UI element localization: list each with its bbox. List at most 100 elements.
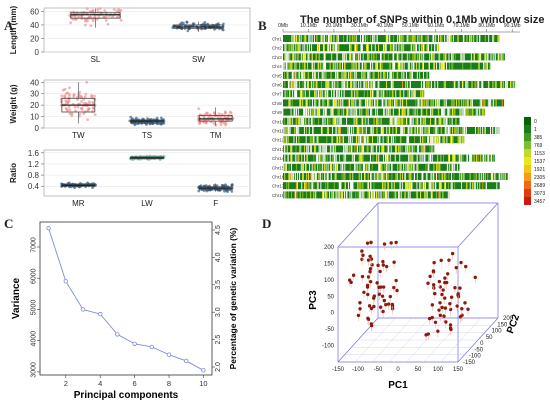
snp-window xyxy=(327,99,329,107)
snp-window xyxy=(399,173,401,180)
snp-window xyxy=(370,90,371,98)
snp-window xyxy=(358,154,360,162)
snp-window xyxy=(320,62,322,70)
pca-point xyxy=(433,320,438,324)
snp-window xyxy=(304,117,306,125)
snp-window xyxy=(358,136,360,144)
snp-window xyxy=(287,62,289,70)
snp-window xyxy=(305,35,307,42)
y-tick-label: 0.8 xyxy=(28,171,40,180)
snp-window xyxy=(315,90,317,98)
category-label: LW xyxy=(141,199,153,208)
snp-window xyxy=(491,173,493,180)
legend-label: 1921 xyxy=(534,167,545,173)
snp-window xyxy=(377,99,379,107)
snp-window xyxy=(462,35,464,42)
snp-window xyxy=(402,81,403,88)
snp-window xyxy=(367,108,369,116)
legend-label: 385 xyxy=(534,135,543,141)
snp-window xyxy=(283,117,285,125)
snp-window xyxy=(428,182,430,190)
pca-point xyxy=(380,294,385,298)
snp-window xyxy=(451,53,453,61)
y2-tick-label: 4.0 xyxy=(215,252,222,262)
snp-window xyxy=(415,191,417,199)
pca-point xyxy=(455,304,459,308)
snp-window xyxy=(341,191,343,199)
snp-window xyxy=(295,90,297,98)
chromosome-bar xyxy=(283,191,450,199)
snp-window xyxy=(315,173,317,180)
pca-point xyxy=(366,258,371,262)
snp-window xyxy=(485,154,487,162)
snp-window xyxy=(353,53,355,61)
snp-window xyxy=(306,108,308,116)
snp-window xyxy=(478,62,480,70)
snp-window xyxy=(493,173,495,180)
snp-window xyxy=(288,173,290,180)
snp-window xyxy=(389,127,391,134)
snp-window xyxy=(468,108,470,116)
snp-window xyxy=(464,127,466,134)
snp-window xyxy=(330,163,332,171)
snp-window xyxy=(429,154,431,162)
snp-window xyxy=(352,71,354,79)
jitter-point xyxy=(67,105,71,109)
jitter-point xyxy=(85,18,88,22)
snp-window xyxy=(475,81,477,88)
snp-window xyxy=(452,136,454,144)
snp-window xyxy=(331,145,333,153)
pca-point xyxy=(369,323,374,328)
snp-window xyxy=(449,163,451,171)
pca-point xyxy=(442,314,446,318)
snp-window xyxy=(427,99,429,107)
snp-window xyxy=(420,108,422,116)
jitter-point xyxy=(217,112,221,115)
jitter-point xyxy=(213,111,216,115)
snp-window xyxy=(349,44,350,52)
snp-window xyxy=(354,53,356,61)
snp-window xyxy=(323,53,325,61)
y2-tick-label: 3.0 xyxy=(215,307,222,317)
snp-window xyxy=(300,90,302,98)
snp-window xyxy=(303,53,305,61)
snp-window xyxy=(459,136,461,144)
snp-window xyxy=(432,182,434,190)
snp-window xyxy=(451,108,453,116)
snp-window xyxy=(283,62,285,70)
row-label: Chr10 xyxy=(272,119,285,124)
snp-window xyxy=(351,136,353,144)
snp-window xyxy=(389,117,391,125)
snp-window xyxy=(492,53,494,61)
snp-window xyxy=(432,99,434,107)
snp-window xyxy=(349,136,351,144)
snp-window xyxy=(322,154,324,162)
snp-window xyxy=(332,145,334,153)
snp-window xyxy=(486,53,487,61)
snp-window xyxy=(491,154,493,162)
snp-window xyxy=(333,145,334,153)
snp-window xyxy=(422,136,424,144)
jitter-point xyxy=(119,18,123,22)
snp-window xyxy=(331,108,333,116)
snp-window xyxy=(351,62,353,70)
snp-window xyxy=(400,127,402,134)
snp-window xyxy=(355,44,357,52)
snp-window xyxy=(459,108,461,116)
snp-window xyxy=(433,173,435,180)
snp-window xyxy=(435,117,437,125)
snp-window xyxy=(433,145,435,153)
snp-window xyxy=(493,99,495,107)
snp-window xyxy=(324,62,326,70)
snp-window xyxy=(479,35,481,42)
snp-window xyxy=(444,136,446,144)
snp-window xyxy=(433,62,435,70)
snp-window xyxy=(302,99,304,107)
snp-window xyxy=(360,173,362,180)
snp-window xyxy=(367,81,369,88)
snp-window xyxy=(389,35,391,42)
snp-window xyxy=(293,81,295,88)
snp-window xyxy=(391,117,393,125)
snp-window xyxy=(395,136,397,144)
